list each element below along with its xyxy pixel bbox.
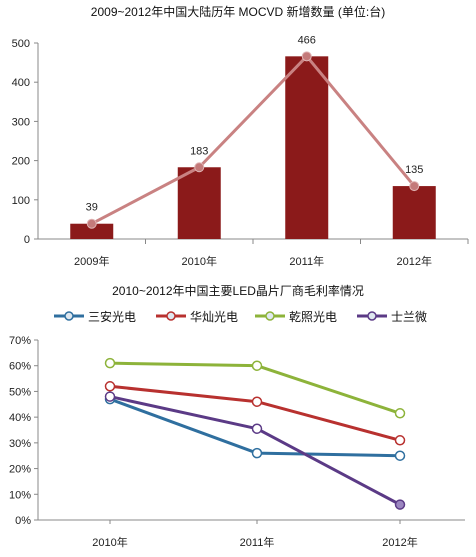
legend-label: 三安光电 <box>88 309 136 324</box>
margin-series-marker <box>251 423 263 434</box>
margin-series-marker <box>104 391 116 402</box>
mocvd-line-marker <box>86 218 97 229</box>
legend-label: 乾照光电 <box>289 310 337 324</box>
margin-y-tick-label: 50% <box>9 386 31 398</box>
margin-chart-title: 2010~2012年中国主要LED晶片厂商毛利率情况 <box>112 284 364 298</box>
mocvd-y-tick-label: 400 <box>12 77 30 89</box>
margin-series-marker <box>104 357 116 369</box>
mocvd-bar <box>177 167 221 239</box>
margin-x-tick-label: 2011年 <box>240 535 275 549</box>
margin-y-tick-label: 20% <box>9 464 31 476</box>
legend-swatch-marker <box>265 311 275 321</box>
mocvd-y-tick-label: 0 <box>24 234 30 246</box>
mocvd-y-tick-label: 500 <box>12 38 30 50</box>
margin-x-tick-label: 2012年 <box>382 535 417 549</box>
margin-y-tick-label: 10% <box>9 489 31 501</box>
mocvd-x-tick-label: 2011年 <box>289 254 324 268</box>
mocvd-data-label: 466 <box>298 34 316 46</box>
legend-swatch-marker <box>367 311 377 321</box>
legend-label: 华灿光电 <box>190 310 238 324</box>
mocvd-y-tick-label: 100 <box>12 195 30 207</box>
margin-series-marker <box>394 408 406 419</box>
mocvd-line-marker <box>409 181 420 192</box>
margin-series-marker <box>251 396 263 407</box>
margin-y-tick-label: 30% <box>9 438 31 450</box>
margin-series-marker <box>394 499 406 510</box>
mocvd-trend-line <box>91 54 416 226</box>
mocvd-chart-title: 2009~2012年中国大陆历年 MOCVD 新增数量 (单位:台) <box>90 5 386 19</box>
margin-y-tick-label: 0% <box>15 515 31 527</box>
margin-y-tick-label: 40% <box>9 412 31 424</box>
mocvd-y-tick-label: 200 <box>12 156 30 168</box>
legend-swatch-marker <box>64 311 74 321</box>
margin-series-marker <box>104 381 116 392</box>
mocvd-x-tick-label: 2010年 <box>182 254 217 268</box>
margin-series-marker <box>394 450 406 461</box>
margin-x-tick-label: 2010年 <box>92 535 127 549</box>
legend-swatch-marker <box>166 311 176 321</box>
legend-label: 士兰微 <box>391 310 427 324</box>
margin-series-marker <box>251 447 263 459</box>
mocvd-data-label: 135 <box>405 164 423 176</box>
margin-y-tick-label: 60% <box>9 361 31 373</box>
mocvd-data-label: 183 <box>190 145 208 157</box>
mocvd-bar <box>285 56 329 239</box>
mocvd-bar <box>70 223 114 239</box>
mocvd-line-marker <box>194 162 205 173</box>
margin-y-tick-label: 70% <box>9 335 31 347</box>
mocvd-x-tick-label: 2009年 <box>74 254 109 268</box>
mocvd-data-label: 39 <box>86 202 98 214</box>
mocvd-bar <box>392 186 436 239</box>
mocvd-y-tick-label: 300 <box>12 116 30 128</box>
margin-series-marker <box>251 360 263 371</box>
mocvd-line-marker <box>301 51 312 62</box>
margin-series-marker <box>394 435 406 446</box>
mocvd-x-tick-label: 2012年 <box>397 254 432 268</box>
